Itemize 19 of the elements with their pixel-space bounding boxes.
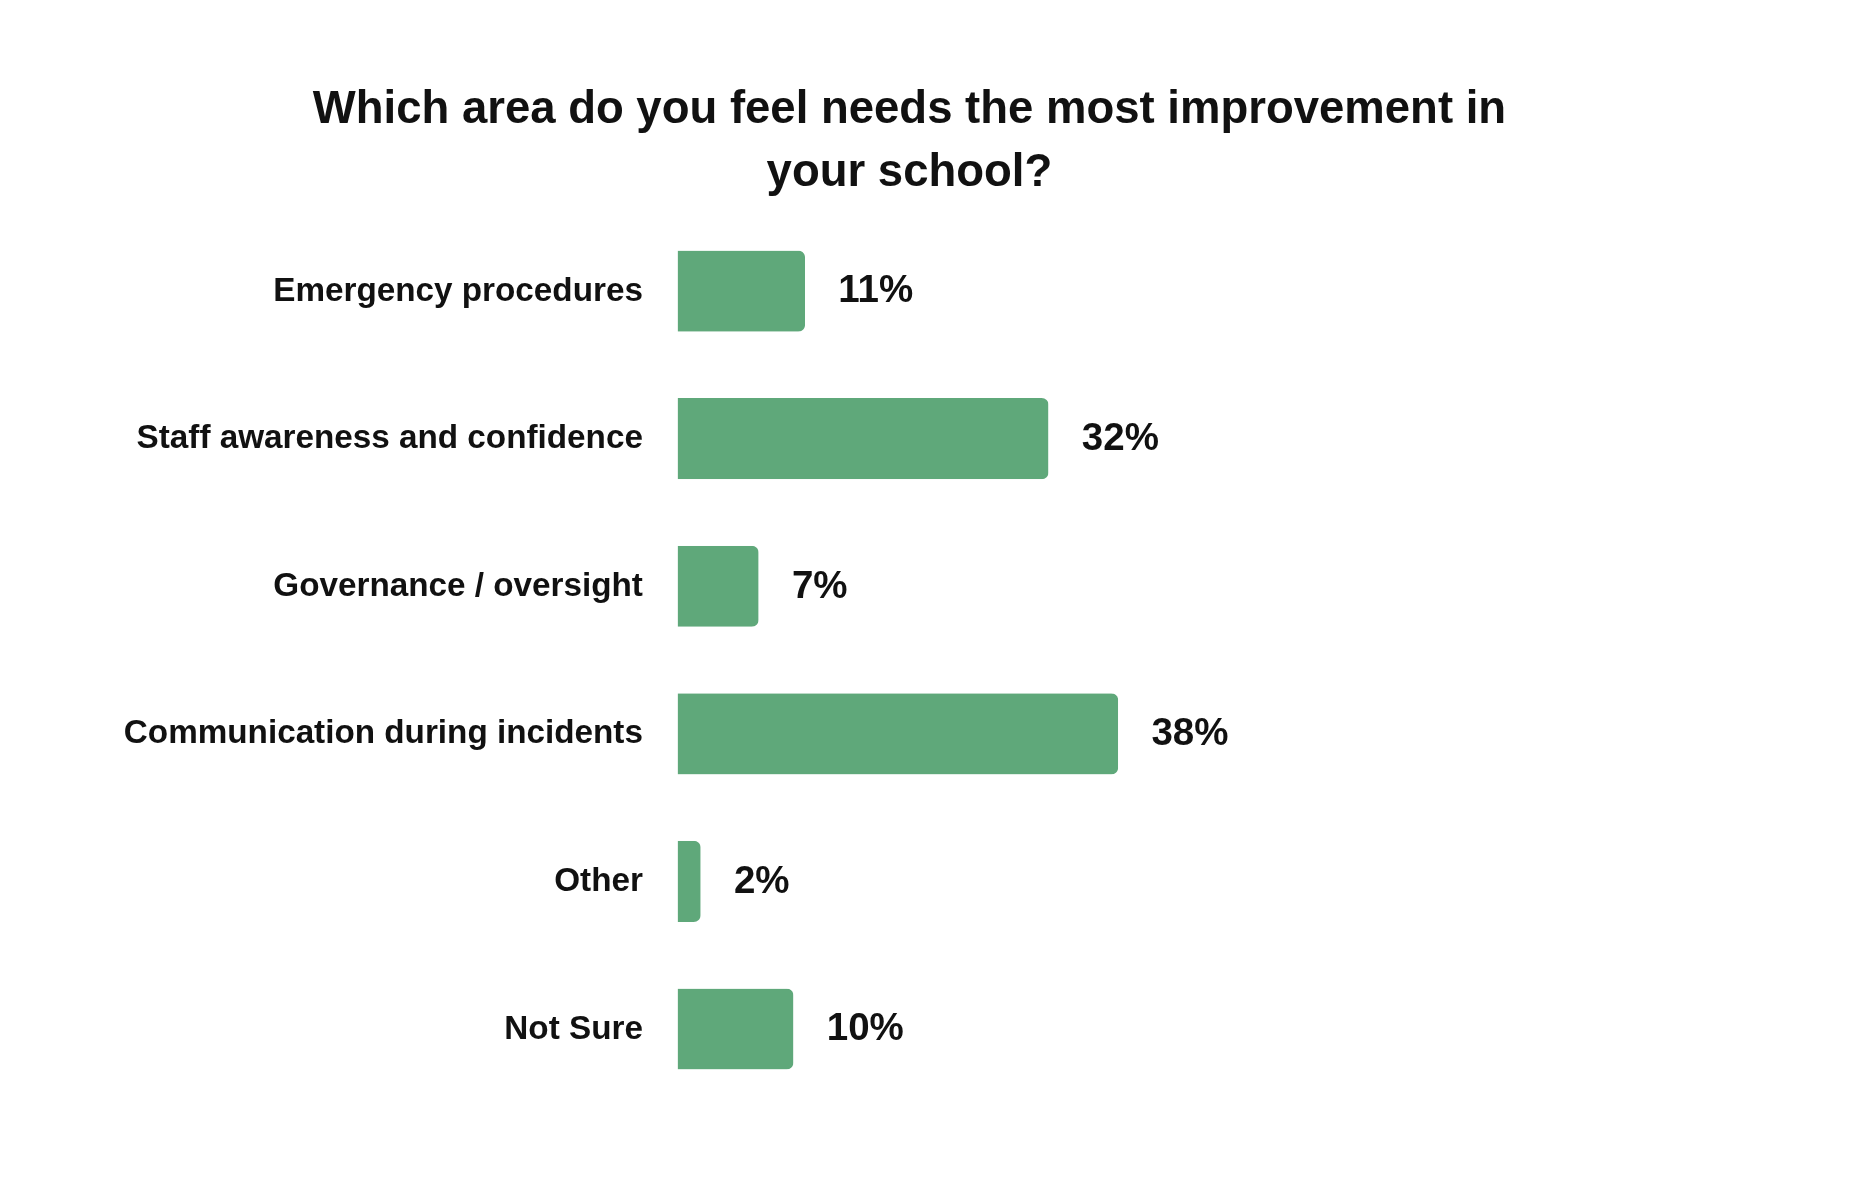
- bar: [677, 250, 806, 332]
- data-label: 7%: [791, 562, 848, 606]
- data-label: 2%: [733, 857, 790, 901]
- bar: [677, 398, 1049, 480]
- bar: [677, 988, 794, 1070]
- y-tick-label: Other: [554, 861, 643, 899]
- bar: [677, 545, 759, 627]
- chart-title: Which area do you feel needs the most improvement in your school?: [312, 82, 1507, 197]
- data-label: 11%: [838, 267, 914, 311]
- bar: [677, 693, 1119, 775]
- data-label: 32%: [1081, 415, 1159, 459]
- y-tick-label: Not Sure: [504, 1008, 643, 1046]
- data-label: 10%: [826, 1005, 904, 1049]
- y-tick-label: Communication during incidents: [123, 713, 643, 751]
- bar: [677, 840, 701, 922]
- y-tick-label: Emergency procedures: [273, 270, 643, 308]
- y-tick-label: Governance / oversight: [273, 565, 643, 603]
- y-tick-label: Staff awareness and confidence: [136, 418, 643, 456]
- data-label: 38%: [1151, 710, 1229, 754]
